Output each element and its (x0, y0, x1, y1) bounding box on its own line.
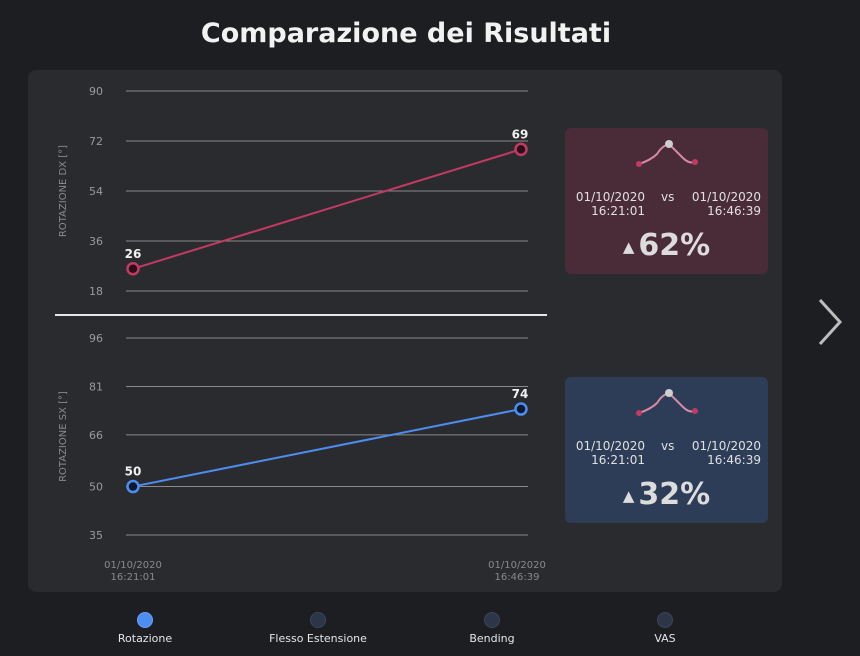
data-point (126, 262, 140, 276)
card-time2-text: 16:46:39 (707, 204, 761, 218)
card-date2-text: 01/10/2020 (691, 439, 761, 453)
nav-item-vas[interactable]: VAS (590, 612, 740, 645)
data-label: 74 (512, 387, 529, 401)
nav-item-flesso-estensione[interactable]: Flesso Estensione (243, 612, 393, 645)
triangle-up-icon: ▲ (622, 237, 635, 256)
card-date-1: 01/10/2020 16:21:01 (571, 439, 645, 467)
chevron-right-icon[interactable] (814, 296, 844, 348)
y-tick-label: 66 (89, 429, 103, 442)
nav-item-bending[interactable]: Bending (417, 612, 567, 645)
card-date-2: 01/10/2020 16:46:39 (687, 439, 761, 467)
y-tick-label: 50 (89, 481, 103, 494)
y-tick-label: 72 (89, 135, 103, 148)
triangle-up-icon: ▲ (622, 486, 635, 505)
card-vs: vs (661, 439, 675, 453)
nav-dot[interactable] (657, 612, 673, 628)
card-percent: ▲ 32% (565, 477, 768, 512)
card-percent-value: 62% (638, 228, 711, 263)
nav-item-rotazione[interactable]: Rotazione (70, 612, 220, 645)
card-time1-text: 16:21:01 (591, 204, 645, 218)
page-title: Comparazione dei Risultati (200, 18, 612, 49)
card-date1-text: 01/10/2020 (575, 190, 645, 204)
x-tick-label: 16:21:01 (111, 572, 156, 583)
nav-dot[interactable] (310, 612, 326, 628)
y-axis-label: ROTAZIONE DX [°] (58, 145, 69, 237)
data-label: 26 (125, 247, 142, 261)
sparkline-icon (636, 389, 698, 416)
series-line (132, 148, 522, 270)
y-tick-label: 54 (89, 185, 103, 198)
nav-label: Rotazione (117, 632, 173, 645)
y-tick-label: 18 (89, 285, 103, 298)
card-date2-text: 01/10/2020 (691, 190, 761, 204)
card-time1-text: 16:21:01 (591, 453, 645, 467)
data-label: 50 (125, 465, 142, 479)
series-line (132, 408, 522, 488)
y-tick-label: 35 (89, 529, 103, 542)
y-axis-label: ROTAZIONE SX [°] (58, 391, 69, 482)
x-tick-label: 01/10/2020 (104, 560, 162, 571)
nav-dot[interactable] (484, 612, 500, 628)
card-date-2: 01/10/2020 16:46:39 (687, 190, 761, 218)
card-date-1: 01/10/2020 16:21:01 (571, 190, 645, 218)
data-label: 69 (512, 127, 529, 141)
y-tick-label: 90 (89, 85, 103, 98)
sparkline-icon (636, 140, 698, 167)
card-vs: vs (661, 190, 675, 204)
data-point (514, 142, 528, 157)
card-percent: ▲ 62% (565, 228, 768, 263)
comparison-card-sx: 01/10/2020 16:21:01 vs 01/10/2020 16:46:… (565, 377, 768, 523)
comparison-card-dx: 01/10/2020 16:21:01 vs 01/10/2020 16:46:… (565, 128, 768, 274)
nav-label: Bending (469, 632, 515, 645)
x-tick-label: 16:46:39 (495, 572, 540, 583)
nav-label: Flesso Estensione (269, 632, 367, 645)
data-point (126, 479, 140, 494)
y-tick-label: 96 (89, 332, 103, 345)
x-tick-label: 01/10/2020 (488, 560, 546, 571)
data-point (514, 402, 528, 416)
nav-label: VAS (654, 632, 676, 645)
card-percent-value: 32% (638, 477, 711, 512)
card-time2-text: 16:46:39 (707, 453, 761, 467)
nav-dot[interactable] (137, 612, 153, 628)
y-tick-label: 36 (89, 235, 103, 248)
card-date1-text: 01/10/2020 (575, 439, 645, 453)
y-tick-label: 81 (89, 380, 103, 393)
